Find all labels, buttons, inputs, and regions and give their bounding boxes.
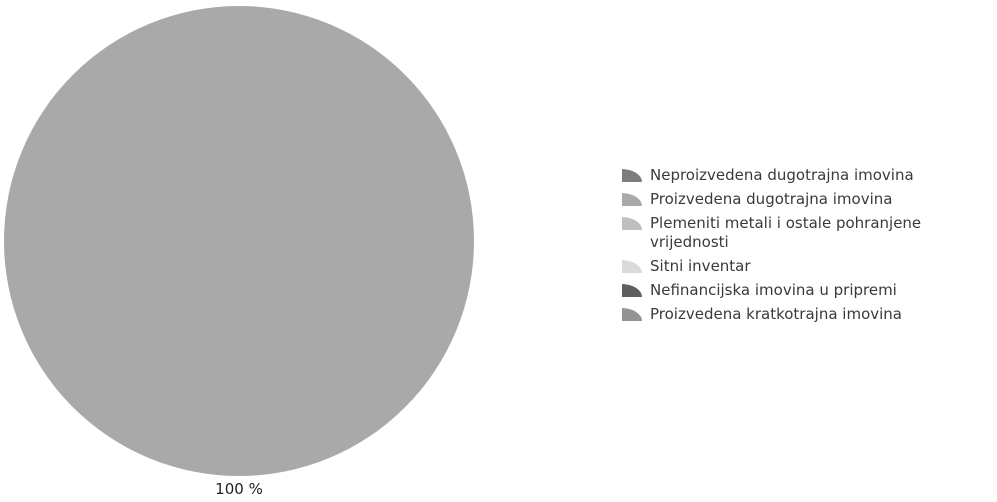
pie-data-label: 100 % — [215, 480, 263, 498]
legend-item: Nefinancijska imovina u pripremi — [621, 281, 991, 300]
legend-swatch-icon — [622, 169, 642, 182]
legend-swatch-icon — [622, 217, 642, 230]
chart-legend: Neproizvedena dugotrajna imovina Proizved… — [621, 166, 991, 329]
legend-label: Neproizvedena dugotrajna imovina — [650, 166, 914, 184]
legend-item: Neproizvedena dugotrajna imovina — [621, 166, 991, 185]
legend-label: Proizvedena dugotrajna imovina — [650, 190, 893, 208]
legend-swatch-icon — [622, 193, 642, 206]
legend-label: Proizvedena kratkotrajna imovina — [650, 305, 902, 323]
legend-label: Plemeniti metali i ostale pohranjene vri… — [650, 214, 922, 251]
legend-label: Nefinancijska imovina u pripremi — [650, 281, 897, 299]
pie-slice — [4, 6, 474, 476]
legend-item: Plemeniti metali i ostale pohranjene vri… — [621, 214, 991, 252]
legend-swatch-icon — [622, 308, 642, 321]
legend-swatch-icon — [622, 260, 642, 273]
legend-item: Sitni inventar — [621, 257, 991, 276]
legend-item: Proizvedena kratkotrajna imovina — [621, 305, 991, 324]
legend-item: Proizvedena dugotrajna imovina — [621, 190, 991, 209]
legend-swatch-icon — [622, 284, 642, 297]
legend-label: Sitni inventar — [650, 257, 751, 275]
pie-slices — [4, 6, 474, 476]
